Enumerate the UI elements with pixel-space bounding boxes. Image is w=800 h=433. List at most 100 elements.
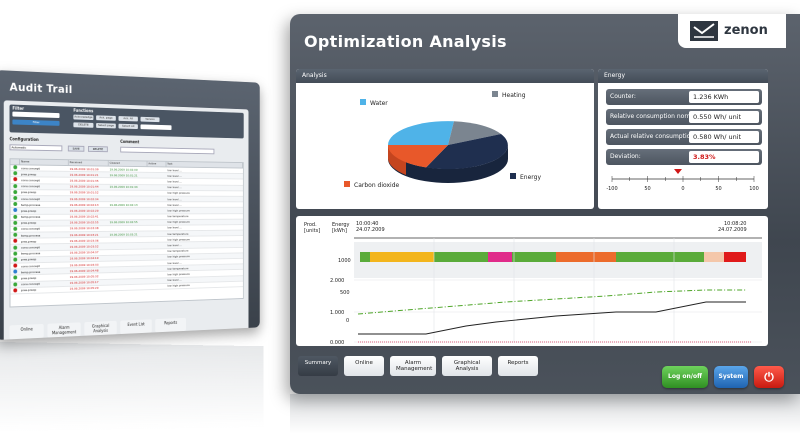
- counter-value: 1.236 KWh: [689, 91, 759, 103]
- audit-tabs: Online Alarm Management Graphical Analys…: [9, 315, 244, 340]
- trend-end-date: 24.07.2009: [718, 227, 747, 233]
- configuration-delete-button[interactable]: DELETE: [87, 145, 108, 153]
- pie-slice-carbon[interactable]: [387, 145, 448, 168]
- status-dot-icon: [13, 202, 18, 207]
- audit-window-reflection: [0, 342, 264, 432]
- deviation-value: 3.83%: [689, 151, 759, 163]
- cell-text: low temperature: [167, 231, 189, 236]
- energy-panel: Energy Counter: 1.236 KWh Relative consu…: [598, 69, 768, 209]
- legend-energy-swatch: [510, 173, 516, 179]
- status-dot-icon: [13, 208, 18, 213]
- column-name[interactable]: Name: [20, 159, 69, 166]
- status-dot-icon: [13, 257, 18, 262]
- audit-table-body: conv.concept 19.06.2009 10:01:09 19.06.200…: [10, 165, 243, 295]
- actual-label: Actual relative consumption:: [610, 133, 697, 140]
- cell-received: 19.06.2009 10:05:02: [69, 274, 99, 279]
- cell-name: temp.process: [21, 214, 41, 219]
- pie-slice-energy[interactable]: [426, 134, 508, 170]
- cell-name: temp.process: [21, 251, 41, 256]
- cell-text: low high pressure: [167, 237, 190, 242]
- power-button[interactable]: ⏻: [754, 366, 784, 388]
- cell-name: conv.concept: [21, 165, 40, 171]
- pie-slice-water[interactable]: [388, 121, 454, 145]
- trend-start-time: 10:00:40: [356, 221, 379, 227]
- comment-input[interactable]: [120, 146, 215, 155]
- optimization-window: Optimization Analysis zenon Analysis: [290, 14, 800, 394]
- row-status-icon: [10, 226, 20, 232]
- audit-trail-panel: Filter Filter Functions Acknowledge Ack.…: [3, 100, 249, 340]
- tab-summary[interactable]: Summary: [298, 356, 338, 376]
- function-button-1[interactable]: Acknowledge: [73, 114, 94, 121]
- status-dot-icon: [13, 263, 18, 268]
- function-button-7[interactable]: Select All: [118, 123, 138, 130]
- cell-cleared: 19.06.2009 10:01:44: [109, 184, 138, 190]
- cell-cleared: [109, 281, 148, 282]
- cell-cleared: [109, 257, 148, 258]
- cell-received: 19.06.2009 10:04:48: [69, 268, 99, 273]
- gauge-ticks: [611, 176, 755, 182]
- deviation-label: Deviation:: [610, 153, 641, 160]
- status-bar: [360, 252, 746, 262]
- function-select[interactable]: [140, 124, 172, 131]
- cell-text: low high pressure: [167, 191, 190, 196]
- column-cleared[interactable]: Cleared: [108, 160, 148, 167]
- audit-tab-online[interactable]: Online: [9, 323, 44, 340]
- pie-slice-heating[interactable]: [448, 121, 501, 145]
- gauge-label-1: -100: [606, 186, 617, 192]
- function-button-6[interactable]: Select page: [96, 123, 116, 129]
- pie-3d: [387, 121, 508, 183]
- cell-text: low level ...: [167, 197, 182, 201]
- tab-reports[interactable]: Reports: [498, 356, 538, 376]
- column-received[interactable]: Received: [68, 160, 109, 166]
- audit-tab-alarm[interactable]: Alarm Management: [47, 322, 81, 338]
- column-active[interactable]: Active: [147, 161, 167, 167]
- cell-text: low level ...: [167, 202, 182, 207]
- cell-received: 19.06.2009 10:02:04: [69, 196, 99, 201]
- log-on-off-button[interactable]: Log on/off: [662, 366, 708, 388]
- status-dot-icon: [13, 251, 18, 256]
- row-status-icon: [10, 251, 20, 256]
- cell-received: 19.06.2009 10:01:52: [69, 190, 99, 195]
- legend-carbon-swatch: [344, 181, 350, 187]
- status-dot-icon: [13, 226, 18, 231]
- cell-cleared: [109, 246, 148, 247]
- function-button-3[interactable]: Ack. All: [118, 116, 138, 122]
- cell-received: 19.06.2009 10:04:19: [69, 256, 99, 261]
- status-dot-icon: [13, 165, 18, 170]
- trend-start-date: 24.07.2009: [356, 227, 385, 233]
- function-button-4[interactable]: Version: [140, 116, 160, 123]
- tab-alarm-management[interactable]: Alarm Management: [390, 356, 436, 376]
- cell-active: [147, 286, 166, 287]
- system-button[interactable]: System: [714, 366, 748, 388]
- cell-text: low high pressure: [167, 208, 190, 213]
- cell-active: [147, 280, 166, 281]
- norm-label: Relative consumption norm:: [610, 113, 695, 120]
- row-status-icon: [10, 282, 20, 287]
- cell-name: conv.concept: [21, 178, 40, 183]
- filter-input[interactable]: [12, 111, 60, 119]
- configuration-select[interactable]: Automatic: [9, 144, 63, 152]
- tab-online[interactable]: Online: [344, 356, 384, 376]
- cell-name: pres.preop: [21, 221, 37, 226]
- filter-button[interactable]: Filter: [12, 119, 60, 126]
- trend-line-target: [357, 289, 746, 315]
- counter-label: Counter:: [610, 93, 636, 100]
- cell-cleared: [109, 269, 148, 270]
- tab-graphical-analysis[interactable]: Graphical Analysis: [442, 356, 492, 376]
- cell-text: low high pressure: [167, 220, 190, 225]
- function-button-5[interactable]: DELETE: [73, 122, 94, 128]
- cell-received: 19.06.2009 10:05:29: [69, 286, 99, 292]
- energy-tick-2000: 2.000: [330, 278, 344, 284]
- audit-tab-graphical[interactable]: Graphical Analysis: [84, 320, 117, 336]
- function-button-2[interactable]: Ack. page: [96, 115, 116, 121]
- configuration-save-button[interactable]: SAVE: [67, 145, 85, 152]
- audit-tab-reports[interactable]: Reports: [155, 317, 186, 333]
- gauge-label-5: 100: [749, 186, 759, 192]
- audit-tab-event-list[interactable]: Event List: [120, 319, 152, 335]
- gauge-label-2: 50: [644, 186, 650, 192]
- cell-text: low temperature: [167, 214, 189, 219]
- cell-received: 19.06.2009 10:03:52: [69, 244, 99, 249]
- status-dot-icon: [13, 232, 18, 237]
- cell-cleared: 19.06.2009 10:02:55: [109, 220, 138, 225]
